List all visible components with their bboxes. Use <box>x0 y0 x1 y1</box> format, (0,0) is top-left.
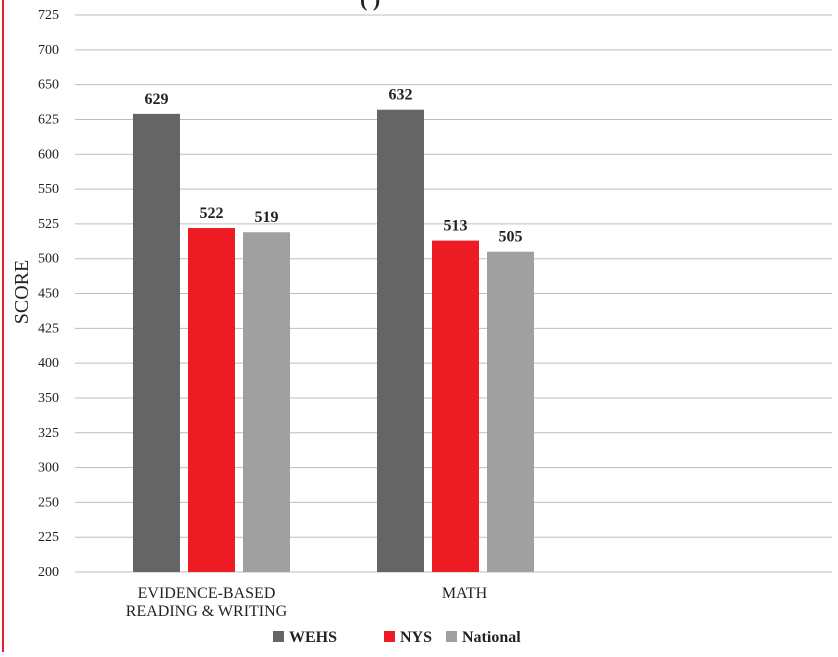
y-tick-label: 650 <box>38 78 59 93</box>
y-tick-label: 725 <box>38 8 59 23</box>
x-category-label: MATH <box>442 585 488 602</box>
y-tick-label: 625 <box>38 112 59 127</box>
bar-wehs-1 <box>377 109 424 572</box>
y-tick-label: 300 <box>38 461 59 476</box>
data-label: 513 <box>444 218 468 235</box>
y-tick-label: 500 <box>38 252 59 267</box>
x-category-label: READING & WRITING <box>126 603 288 620</box>
x-category-label: EVIDENCE-BASED <box>138 585 276 602</box>
legend-swatch-nys <box>384 631 395 642</box>
y-tick-label: 450 <box>38 287 59 302</box>
y-tick-label: 600 <box>38 147 59 162</box>
y-tick-label: 425 <box>38 321 59 336</box>
chart-title: ( ) <box>360 0 380 12</box>
legend-swatch-wehs <box>273 631 284 642</box>
legend-label-wehs: WEHS <box>289 629 337 646</box>
bar-nys-0 <box>188 228 235 573</box>
y-tick-label: 225 <box>38 530 59 545</box>
y-tick-label: 550 <box>38 182 59 197</box>
bar-wehs-0 <box>133 113 180 573</box>
y-tick-label: 200 <box>38 565 59 580</box>
data-label: 632 <box>389 87 413 104</box>
legend-label-nys: NYS <box>400 629 432 646</box>
data-label: 522 <box>200 205 224 222</box>
bar-national-0 <box>243 232 290 573</box>
legend-swatch-national <box>446 631 457 642</box>
y-tick-label: 400 <box>38 356 59 371</box>
y-tick-label: 250 <box>38 495 59 510</box>
legend-label-national: National <box>462 629 521 646</box>
y-axis-label: SCORE <box>11 260 33 324</box>
bar-nys-1 <box>432 240 479 572</box>
data-label: 629 <box>145 91 169 108</box>
y-tick-label: 350 <box>38 391 59 406</box>
y-tick-label: 525 <box>38 217 59 232</box>
data-label: 505 <box>499 229 523 246</box>
y-tick-label: 325 <box>38 426 59 441</box>
left-border <box>2 0 4 652</box>
y-tick-label: 700 <box>38 43 59 58</box>
bar-national-1 <box>487 251 534 572</box>
data-label: 519 <box>255 209 279 226</box>
